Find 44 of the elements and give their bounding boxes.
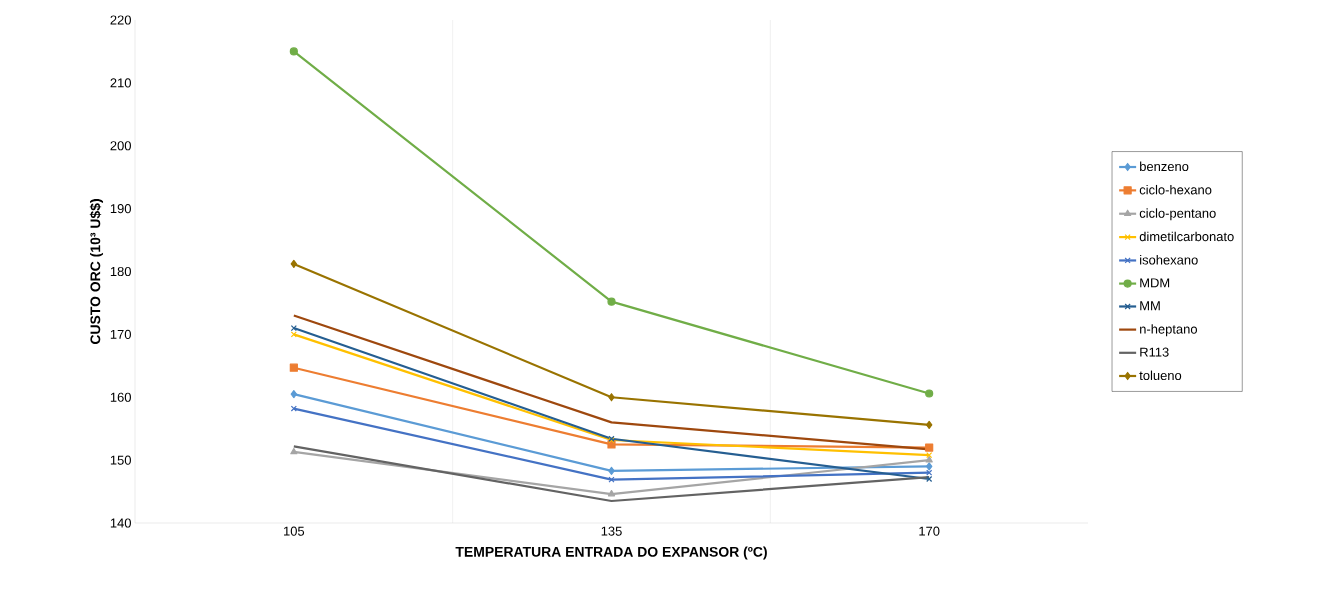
point [290, 390, 298, 399]
legend-label: benzeno [1140, 161, 1189, 172]
point [925, 456, 933, 463]
point [290, 405, 297, 412]
y-tick-label: 180 [110, 266, 131, 277]
legend-label: isohexano [1140, 255, 1198, 265]
point [925, 462, 933, 471]
legend-label: tolueno [1139, 370, 1182, 381]
point [290, 447, 298, 455]
legend-label: dimetilcarbonato [1139, 231, 1234, 242]
point [289, 47, 298, 56]
legend-label: R113 [1140, 347, 1169, 357]
y-tick-label: 220 [110, 15, 131, 25]
point [925, 389, 934, 398]
y-tick-label: 190 [110, 204, 131, 214]
point [608, 466, 615, 475]
y-tick-label: 140 [110, 518, 131, 528]
point [607, 489, 616, 497]
point [926, 469, 933, 476]
legend-label: ciclo-pentano [1139, 208, 1216, 221]
y-tick-label: 200 [110, 141, 131, 151]
point [608, 476, 615, 483]
x-tick-label: 105 [284, 526, 305, 536]
legend-label: MDM [1140, 278, 1170, 288]
point [290, 259, 298, 269]
y-tick-label: 160 [110, 392, 131, 402]
legend-label: n-heptano [1140, 324, 1197, 337]
x-tick-label: 170 [919, 526, 940, 536]
point [925, 443, 934, 452]
point [289, 363, 298, 372]
point [925, 420, 933, 430]
x-axis-title: TEMPERATURA ENTRADA DO EXPANSOR (ºC) [455, 546, 767, 560]
y-axis-title: CUSTO ORC (10³ U$$) [89, 199, 104, 345]
point [926, 475, 933, 483]
y-tick-label: 150 [110, 455, 131, 465]
point [290, 331, 297, 338]
point [608, 393, 615, 402]
legend-label: ciclo-hexano [1139, 184, 1212, 195]
x-tick-label: 135 [601, 526, 622, 536]
y-tick-label: 170 [110, 329, 131, 339]
legend-label: MM [1140, 301, 1160, 311]
point [290, 325, 297, 332]
point [607, 297, 616, 306]
y-tick-label: 210 [110, 78, 131, 88]
